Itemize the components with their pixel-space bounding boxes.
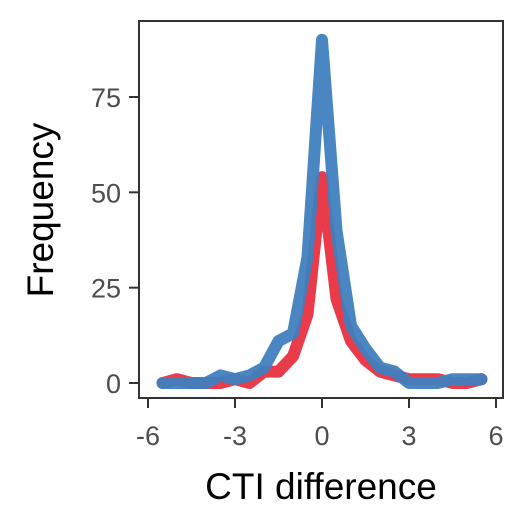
x-tick-label: 3 — [401, 421, 416, 451]
y-tick-label: 50 — [91, 178, 121, 208]
x-tick-label: -6 — [136, 421, 160, 451]
x-tick-label: 6 — [488, 421, 503, 451]
x-tick-label: 0 — [314, 421, 329, 451]
series-line-2 — [156, 33, 488, 389]
y-tick-label: 75 — [91, 83, 121, 113]
y-tick-label: 25 — [91, 274, 121, 304]
y-tick-label: 0 — [106, 369, 121, 399]
y-axis: 0 25 50 75 — [91, 83, 139, 399]
x-axis: -6 -3 0 3 6 — [136, 398, 504, 451]
y-axis-title: Frequency — [20, 122, 61, 297]
x-tick-label: -3 — [223, 421, 247, 451]
series-layer — [156, 33, 488, 389]
series-line-1 — [156, 171, 488, 389]
x-axis-title: CTI difference — [205, 466, 437, 507]
